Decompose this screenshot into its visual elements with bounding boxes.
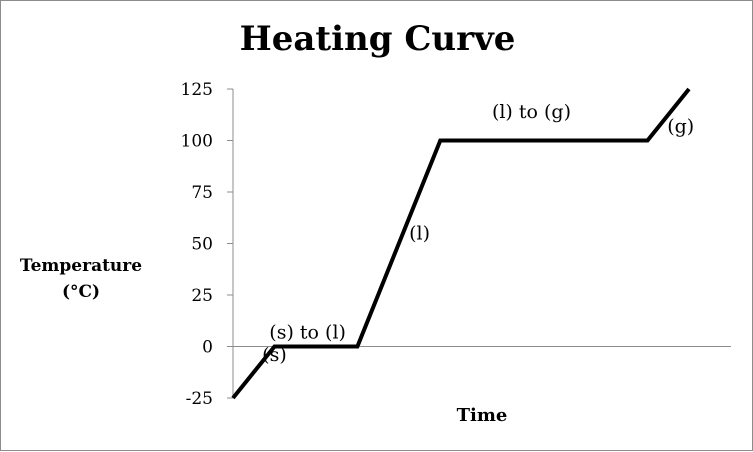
y-tick-label: 125 xyxy=(181,80,213,100)
y-tick-label: 25 xyxy=(191,286,213,306)
y-tick-label: 50 xyxy=(191,235,213,255)
y-tick-label: -25 xyxy=(186,389,213,409)
y-axis-label-line-2: (°C) xyxy=(61,282,101,302)
phase-label: (l) to (g) xyxy=(492,101,571,123)
x-axis-label: Time xyxy=(457,405,508,426)
phase-label: (s) to (l) xyxy=(269,321,346,343)
y-axis-label-line-1: Temperature xyxy=(19,256,143,276)
chart-title: Heating Curve xyxy=(239,19,516,59)
phase-label: (s) xyxy=(262,344,287,366)
y-tick-label: 75 xyxy=(191,183,213,203)
y-axis-label: Temperature (°C) xyxy=(7,253,155,305)
phase-label: (l) xyxy=(409,222,430,244)
heating-curve-line xyxy=(231,87,691,400)
y-tick-label: 100 xyxy=(181,132,213,152)
phase-label: (g) xyxy=(667,115,694,137)
y-tick-label: 0 xyxy=(202,338,213,358)
